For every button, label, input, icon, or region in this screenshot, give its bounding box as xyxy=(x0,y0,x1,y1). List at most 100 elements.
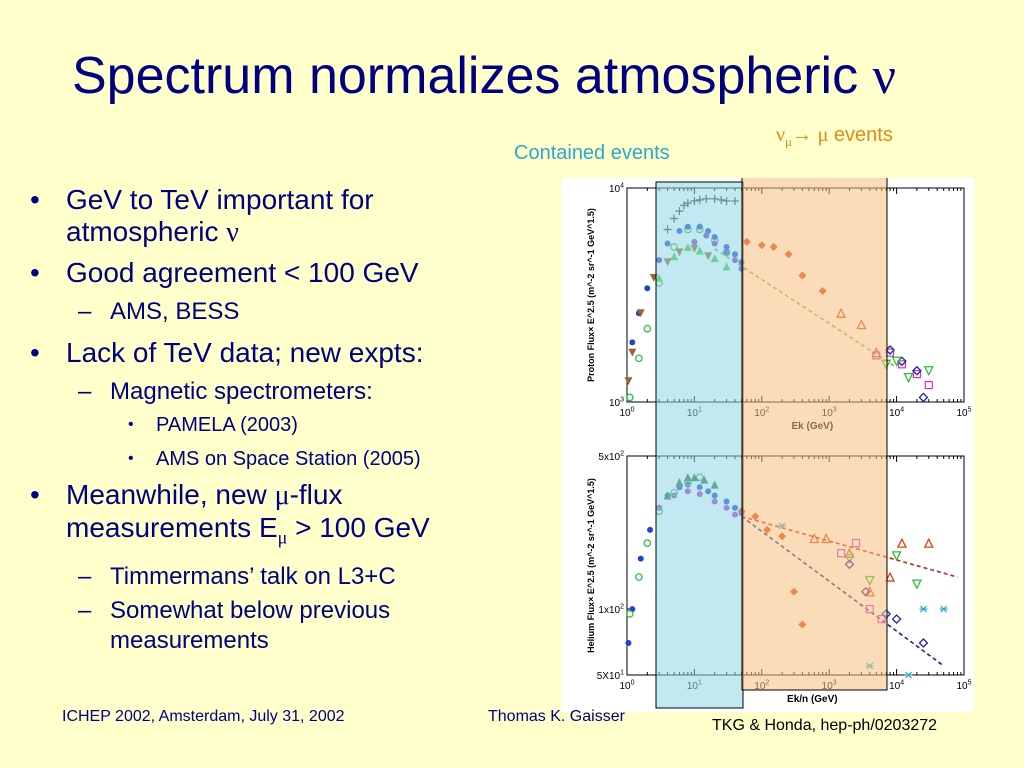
bullet-dash: – xyxy=(78,378,92,405)
footer-left: ICHEP 2002, Amsterdam, July 31, 2002 xyxy=(62,708,345,725)
y-tick-label: 1x102 xyxy=(598,604,624,617)
numu-events-text: events xyxy=(833,124,893,146)
data-point xyxy=(625,393,634,402)
x-tick-label: 104 xyxy=(889,680,904,693)
data-point xyxy=(628,348,637,357)
mu-subscript: μ xyxy=(277,527,288,548)
bullet-4-sub-1: – Timmermans’ talk on L3+C xyxy=(28,562,548,592)
ams-text: AMS on Space Station (2005) xyxy=(156,448,421,470)
proton-y-axis-label: Proton Flux× E^2.5 (m^-2 sr^-1 GeV^1.5) xyxy=(586,208,596,382)
data-point xyxy=(636,309,645,318)
bullet-3-sub-1: – Magnetic spectrometers: xyxy=(28,377,548,407)
data-point xyxy=(625,610,634,618)
bullet-3: • Lack of TeV data; new expts: xyxy=(28,337,548,369)
bullet-list: • GeV to TeV important for atmospheric ν… xyxy=(28,184,548,660)
bullet-dot: • xyxy=(30,184,40,215)
data-point xyxy=(903,372,914,384)
data-point xyxy=(891,614,902,625)
x-tick-label: 105 xyxy=(956,680,971,693)
x-tick-label: 100 xyxy=(619,407,634,420)
mu-symbol: μ xyxy=(274,480,290,511)
bullet-4-text-c: measurements E xyxy=(66,512,278,543)
contained-events-label: Contained events xyxy=(514,142,670,164)
x-tick-label: 100 xyxy=(619,680,634,693)
data-point xyxy=(885,571,896,582)
bullet-dot: • xyxy=(128,450,134,467)
data-point xyxy=(923,537,934,548)
bullet-4-line-1: Meanwhile, new μ-flux xyxy=(66,479,548,512)
data-point xyxy=(918,638,929,648)
bullet-3-sub-1-item-1: • PAMELA (2003) xyxy=(28,411,548,439)
footer-center: Thomas K. Gaisser xyxy=(488,708,625,725)
bullet-2-sub-1-text: AMS, BESS xyxy=(110,298,240,325)
data-point xyxy=(911,365,922,376)
data-point xyxy=(891,551,902,562)
data-point xyxy=(637,555,644,562)
data-point xyxy=(644,285,651,292)
bullet-dot: • xyxy=(30,337,40,368)
data-point xyxy=(624,377,633,386)
y-tick-label: 103 xyxy=(609,397,624,410)
data-point xyxy=(635,354,643,363)
bullet-2-text: Good agreement < 100 GeV xyxy=(66,257,419,288)
arrow-icon: → xyxy=(792,124,813,146)
title-nu-symbol: ν xyxy=(872,48,897,105)
bullet-4-sub-2-line-1: Somewhat below previous xyxy=(110,596,391,624)
bullet-4-text-d: > 100 GeV xyxy=(287,512,430,543)
nu-symbol: ν xyxy=(226,217,239,248)
data-point xyxy=(911,579,922,590)
data-point xyxy=(896,537,907,548)
x-tick-label: 104 xyxy=(889,407,904,420)
data-point xyxy=(629,339,636,346)
data-point xyxy=(635,573,643,581)
bullet-3-sub-1-text: Magnetic spectrometers: xyxy=(110,378,373,405)
bullet-4-line-2: measurements Eμ > 100 GeV xyxy=(66,512,548,554)
bullet-2: • Good agreement < 100 GeV xyxy=(28,257,548,289)
numu-events-label: νμ→ μ events xyxy=(776,124,893,150)
data-point xyxy=(904,671,913,679)
slide-title: Spectrum normalizes atmospheric ν xyxy=(72,50,1002,103)
bullet-4-text-a: Meanwhile, new xyxy=(66,479,267,510)
data-point xyxy=(924,380,933,390)
bullet-dot: • xyxy=(30,257,40,288)
data-point xyxy=(897,360,907,369)
numu-events-box xyxy=(741,178,888,691)
bullet-dash: – xyxy=(78,562,92,590)
bullet-dash: – xyxy=(78,596,92,624)
bullet-4: • Meanwhile, new μ-flux measurements Eμ … xyxy=(28,479,548,554)
x-tick-label: 105 xyxy=(956,407,971,420)
bullet-dash: – xyxy=(78,298,92,325)
y-tick-label: 5X101 xyxy=(597,670,624,683)
data-point xyxy=(891,356,902,367)
bullet-1-text: atmospheric xyxy=(66,216,219,247)
credit-text: TKG & Honda, hep-ph/0203272 xyxy=(712,717,938,734)
data-point xyxy=(643,539,652,547)
helium-y-axis-label: Helium Flux× E^2.5 (m^-2 sr^-1 GeV^1.5) xyxy=(586,478,596,653)
bullet-dot: • xyxy=(30,479,40,510)
y-tick-label: 104 xyxy=(609,183,624,196)
numu-mu: μ xyxy=(817,124,829,146)
data-point xyxy=(625,639,632,646)
bullet-1-line-2: atmospheric ν xyxy=(66,216,548,249)
numu-nu: ν xyxy=(776,124,786,146)
data-point xyxy=(643,324,652,333)
y-tick-label: 5x102 xyxy=(598,451,624,464)
bullet-1: • GeV to TeV important for atmospheric ν xyxy=(28,184,548,249)
bullet-3-text: Lack of TeV data; new expts: xyxy=(66,337,424,368)
numu-sub: μ xyxy=(785,134,793,149)
bullet-3-sub-1-item-2: • AMS on Space Station (2005) xyxy=(28,445,548,473)
bullet-4-sub-2: – Somewhat below previous measurements xyxy=(28,596,548,656)
data-point xyxy=(919,605,928,613)
data-point xyxy=(647,526,654,533)
pamela-text: PAMELA (2003) xyxy=(156,414,298,436)
x-axis-label: Ek/n (GeV) xyxy=(787,694,838,705)
bullet-dot: • xyxy=(128,416,134,433)
data-point xyxy=(918,392,929,403)
bullet-4-sub-2-line-2: measurements xyxy=(110,626,269,654)
title-text: Spectrum normalizes atmospheric xyxy=(72,47,859,105)
bullet-2-sub-1: – AMS, BESS xyxy=(28,297,548,327)
data-point xyxy=(939,605,948,613)
bullet-4-sub-1-text: Timmermans’ talk on L3+C xyxy=(110,562,396,590)
data-point xyxy=(912,370,921,379)
contained-events-box xyxy=(655,181,744,709)
